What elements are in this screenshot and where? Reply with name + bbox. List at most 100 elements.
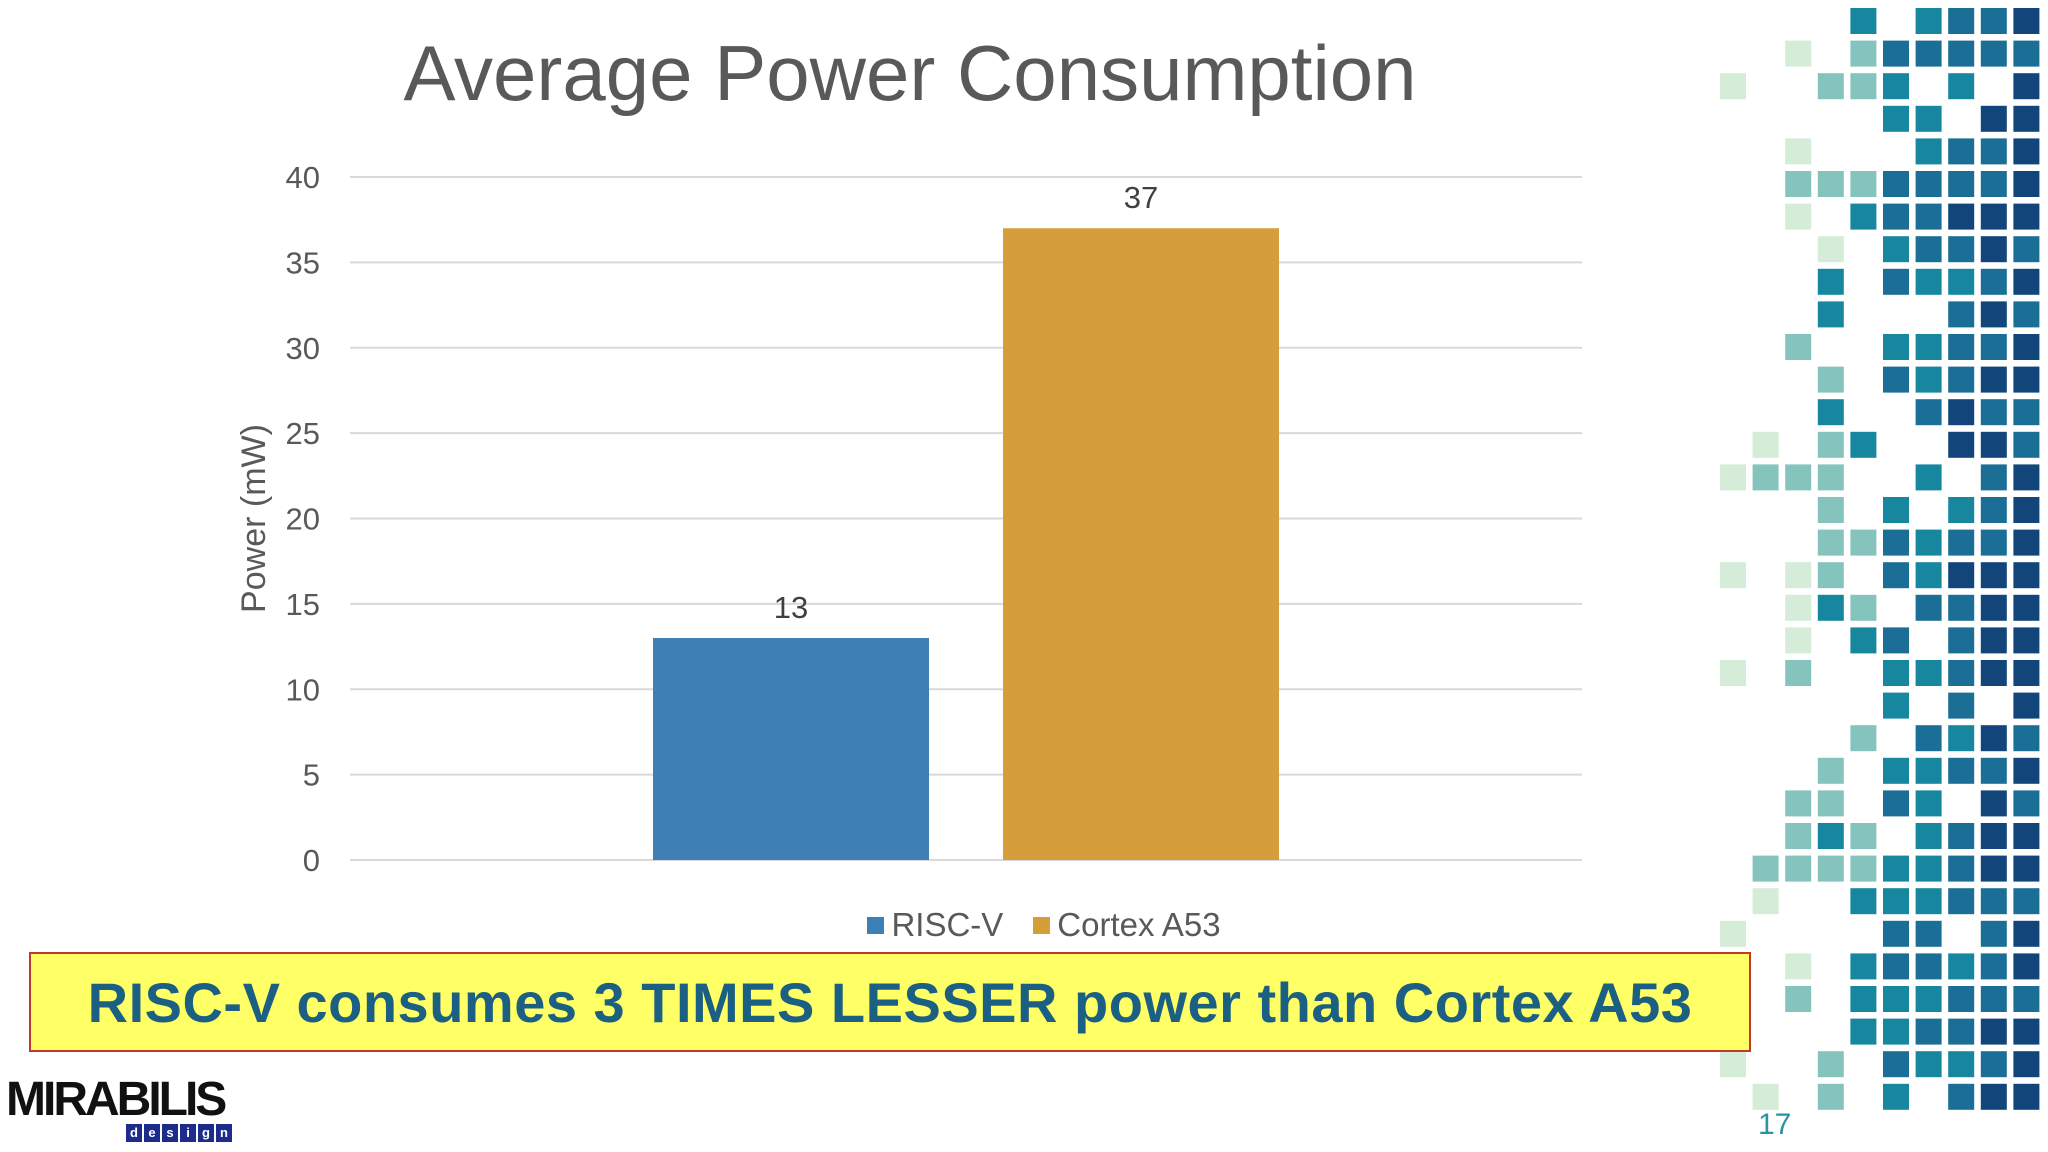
mosaic-tile: [1948, 627, 1975, 654]
mosaic-tile: [2013, 986, 2040, 1012]
mosaic-tile: [1948, 855, 1975, 882]
mosaic-tile: [1785, 627, 1812, 654]
mosaic-tile: [1817, 399, 1844, 426]
mosaic-tile: [1752, 855, 1779, 882]
mosaic-tile: [1850, 8, 1877, 34]
mosaic-tile: [2013, 692, 2040, 719]
legend-label-risc-v: RISC-V: [891, 906, 1004, 943]
bar-risc-v: [653, 638, 929, 860]
mosaic-tile: [1850, 725, 1877, 752]
mosaic-tile: [2013, 8, 2040, 34]
mosaic-tile: [2013, 594, 2040, 621]
mosaic-tile: [1980, 464, 2007, 491]
mosaic-tile: [1883, 562, 1909, 589]
mosaic-tile: [1948, 1018, 1975, 1045]
mosaic-tile: [1948, 823, 1975, 849]
mosaic-tile: [1980, 268, 2007, 295]
mosaic-tile: [1915, 138, 1942, 165]
mosaic-tile: [1883, 1018, 1909, 1045]
logo-letter: d: [126, 1124, 142, 1142]
mosaic-tile: [1980, 301, 2007, 328]
mosaic-tile: [2013, 366, 2040, 393]
mosaic-tile: [1883, 660, 1909, 686]
mosaic-tile: [1915, 268, 1942, 295]
mosaic-tile: [1785, 953, 1812, 980]
conclusion-text: RISC-V consumes 3 TIMES LESSER power tha…: [87, 970, 1693, 1034]
mosaic-tile: [1817, 301, 1844, 328]
mosaic-tile: [1915, 334, 1942, 360]
mosaic-tile: [1850, 888, 1877, 915]
logo-wordmark: MIRABILIS: [6, 1073, 227, 1126]
mosaic-tile: [2013, 203, 2040, 230]
legend-item-cortex-a53: Cortex A53: [1033, 906, 1221, 944]
mosaic-tile: [1980, 627, 2007, 654]
mosaic-tile: [1817, 268, 1844, 295]
mosaic-tile: [1817, 562, 1844, 589]
chart-title: Average Power Consumption: [403, 29, 1417, 117]
mosaic-tile: [1980, 725, 2007, 752]
mosaic-tile: [2013, 464, 2040, 491]
mosaic-tile: [1948, 40, 1975, 67]
conclusion-banner: RISC-V consumes 3 TIMES LESSER power tha…: [29, 952, 1751, 1052]
logo-letter: s: [162, 1124, 178, 1142]
mosaic-tile: [1850, 953, 1877, 980]
mosaic-tile: [1785, 790, 1812, 817]
mosaic-tile: [1915, 1018, 1942, 1045]
mosaic-tile: [1883, 757, 1909, 784]
mosaic-tile: [1948, 757, 1975, 784]
mosaic-tile: [2013, 40, 2040, 67]
mosaic-tile: [2013, 855, 2040, 882]
mosaic-tile: [1948, 725, 1975, 752]
mosaic-tile: [1817, 1083, 1844, 1110]
mosaic-tile: [1850, 986, 1877, 1012]
mosaic-tile: [1883, 171, 1909, 197]
mosaic-tile: [1948, 73, 1975, 100]
mosaic-tile: [2013, 73, 2040, 100]
mosaic-tile: [1752, 888, 1779, 915]
y-tick-label: 40: [286, 160, 320, 195]
mosaic-tile: [1752, 431, 1779, 458]
mosaic-tile: [1785, 562, 1812, 589]
mosaic-tile: [2013, 790, 2040, 817]
y-tick-label: 15: [286, 587, 320, 622]
mosaic-tile: [1980, 790, 2007, 817]
mosaic-tile: [1883, 105, 1909, 132]
mosaic-tile: [1980, 366, 2007, 393]
mosaic-tile: [1915, 464, 1942, 491]
mosaic-tile: [1850, 40, 1877, 67]
mosaic-tile: [1948, 562, 1975, 589]
mosaic-tile: [1915, 399, 1942, 426]
mosaic-tile: [1785, 138, 1812, 165]
mosaic-tile: [1850, 1018, 1877, 1045]
mosaic-tile: [1785, 203, 1812, 230]
mosaic-tile: [1883, 790, 1909, 817]
mosaic-tile: [1752, 464, 1779, 491]
mosaic-tile: [1915, 725, 1942, 752]
mosaic-tile: [1883, 40, 1909, 67]
mosaic-tile: [1915, 203, 1942, 230]
mosaic-tile: [1817, 757, 1844, 784]
y-tick-label: 20: [286, 502, 320, 537]
y-tick-label: 5: [303, 758, 320, 793]
mosaic-tile: [1948, 431, 1975, 458]
mosaic-tile: [2013, 105, 2040, 132]
mosaic-tile: [1980, 823, 2007, 849]
mosaic-tile: [1948, 366, 1975, 393]
legend-swatch-risc-v: [867, 916, 885, 934]
mosaic-tile: [1948, 236, 1975, 263]
mosaic-tile: [1948, 953, 1975, 980]
mosaic-tile: [1850, 431, 1877, 458]
mosaic-tile: [1948, 334, 1975, 360]
mosaic-tile: [1883, 627, 1909, 654]
mosaic-tile: [1980, 399, 2007, 426]
mosaic-tile: [1883, 497, 1909, 523]
mosaic-tile: [1980, 986, 2007, 1012]
mosaic-tile: [1850, 73, 1877, 100]
mosaic-tile: [1817, 823, 1844, 849]
mosaic-tile: [1883, 855, 1909, 882]
mosaic-tile: [1785, 40, 1812, 67]
mosaic-tile: [2013, 920, 2040, 947]
mosaic-tile: [1980, 497, 2007, 523]
